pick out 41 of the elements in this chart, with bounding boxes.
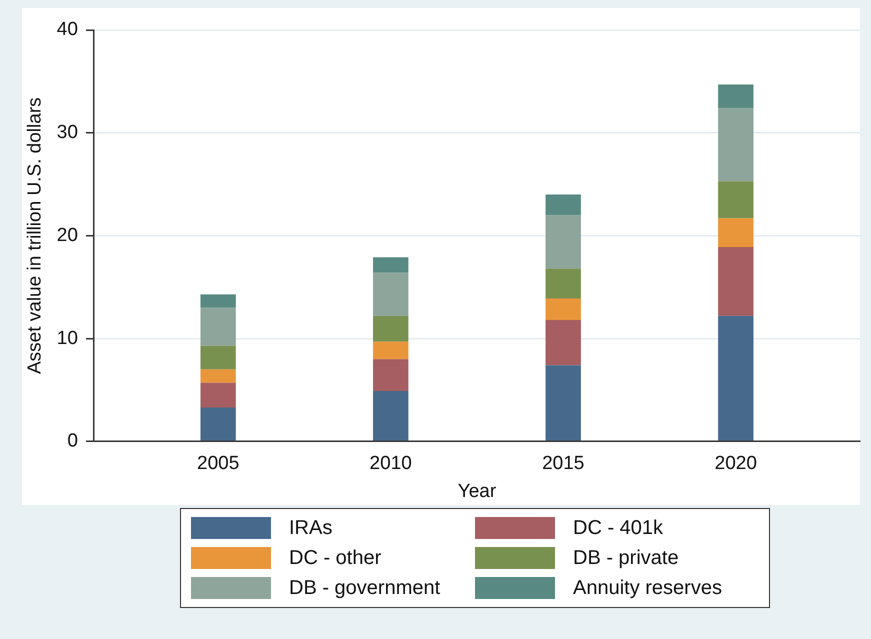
bar — [200, 346, 236, 370]
bar — [200, 369, 236, 383]
legend-label: DB - private — [573, 546, 679, 570]
bar — [546, 215, 581, 269]
bar — [200, 407, 236, 441]
legend-label: DC - other — [289, 546, 382, 570]
y-axis-title: Asset value in trillion U.S. dollars — [24, 97, 46, 374]
bar — [718, 84, 754, 108]
bar — [546, 298, 581, 320]
bar — [546, 194, 581, 216]
bar — [718, 316, 754, 441]
bar — [200, 294, 236, 308]
bar — [546, 268, 581, 298]
bar — [546, 320, 581, 366]
legend-label: IRAs — [289, 516, 332, 540]
bar — [546, 365, 581, 441]
y-tick-label: 30 — [56, 122, 78, 144]
bar — [373, 359, 408, 392]
bar — [718, 247, 754, 316]
bar — [718, 181, 754, 218]
bar — [373, 316, 408, 342]
bar — [718, 108, 754, 182]
bar — [718, 218, 754, 248]
y-tick-label: 10 — [56, 328, 78, 349]
bar — [373, 272, 408, 316]
bar — [373, 257, 408, 273]
x-tick-label: 2015 — [542, 453, 584, 474]
bar — [373, 342, 408, 360]
x-tick-label: 2020 — [714, 453, 757, 474]
bar — [200, 382, 236, 408]
y-tick-label: 0 — [67, 430, 78, 452]
legend-label: DB - government — [289, 576, 440, 600]
bar — [373, 391, 408, 441]
legend-label: DC - 401k — [573, 516, 664, 540]
bar — [200, 308, 236, 346]
legend-label: Annuity reserves — [573, 576, 722, 600]
x-axis-title: Year — [458, 480, 497, 502]
x-tick-label: 2005 — [197, 453, 240, 474]
x-tick-label: 2010 — [370, 453, 412, 474]
y-tick-label: 40 — [56, 19, 78, 40]
y-tick-label: 20 — [56, 224, 78, 246]
